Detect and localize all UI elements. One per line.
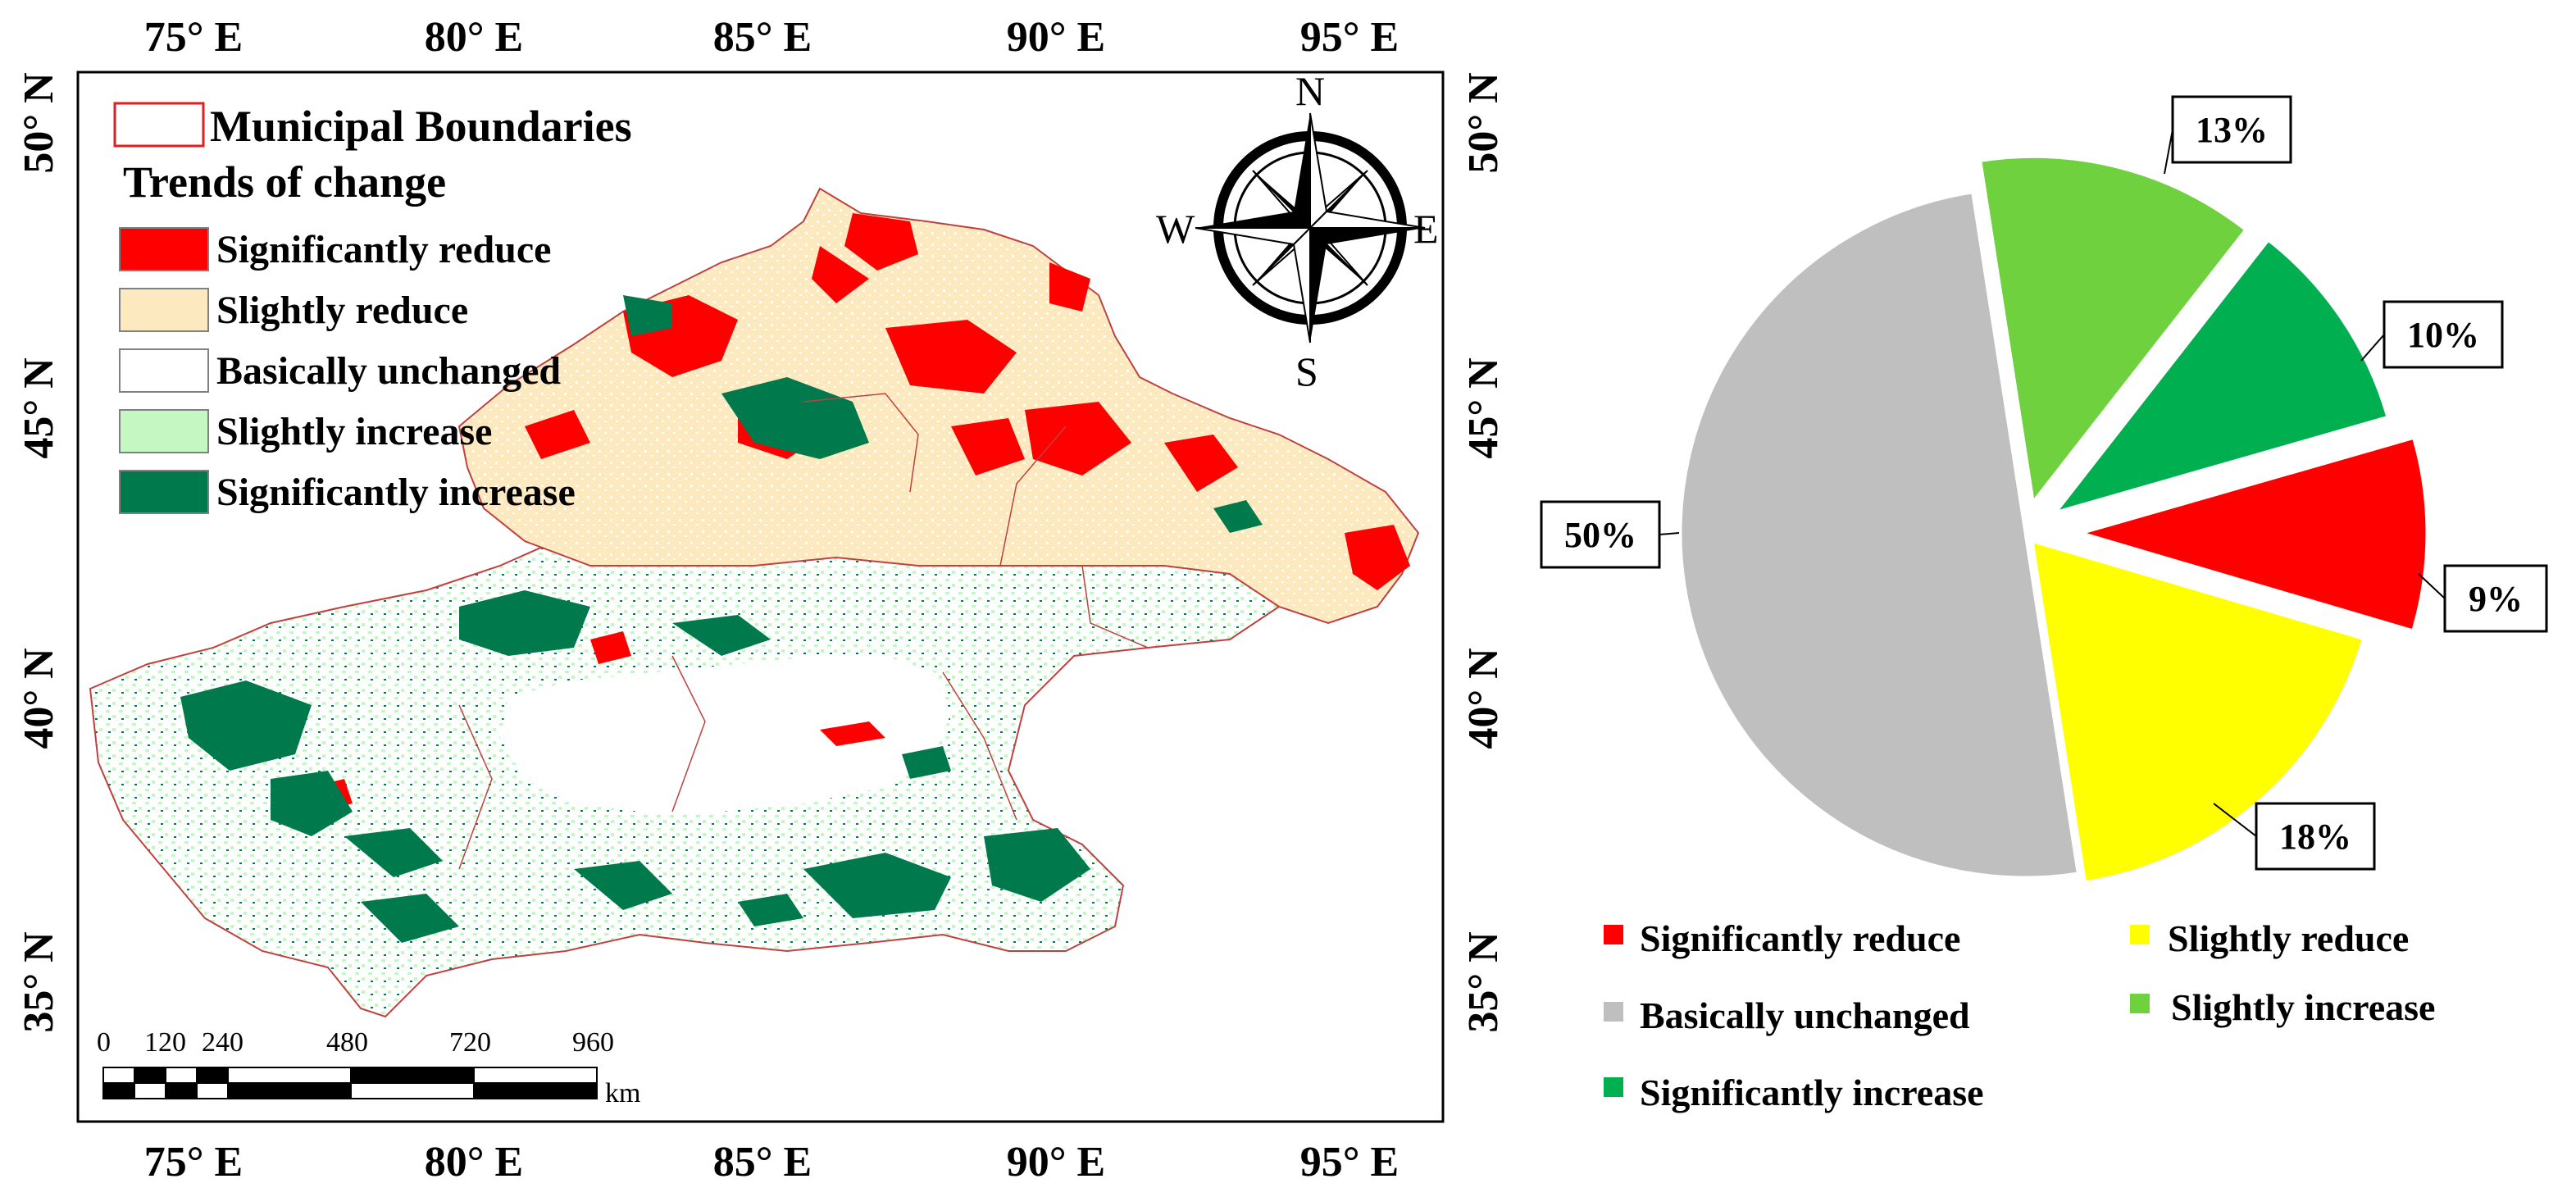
top-tick-75e: 75° E: [144, 14, 243, 61]
legend-swatch-significantly-reduce: [119, 227, 209, 271]
pie-slice-significantly-reduce: [2078, 436, 2428, 632]
compass-south-label: S: [1295, 348, 1318, 394]
bottom-tick-95e: 95° E: [1300, 1139, 1399, 1186]
legend-label-significantly-increase: Significantly increase: [216, 471, 576, 514]
left-tick-50n: 50° N: [16, 72, 62, 173]
pie-callouts: 9% 18% 50% 13% 10%: [1540, 95, 2548, 871]
compass-cardinal-points: [1195, 112, 1426, 344]
scale-tick-960: 960: [572, 1027, 614, 1058]
legend-swatch-basically-unchanged: [119, 348, 209, 393]
legend-swatch-significantly-increase: [119, 470, 209, 514]
pie-callout-slightly-reduce: 18%: [2213, 802, 2376, 871]
right-tick-40n: 40° N: [1460, 648, 1507, 749]
pie-legend-swatch-significantly-increase: [1604, 1077, 1623, 1097]
map-top-x-ticks: 75° E 80° E 85° E 90° E 95° E: [144, 14, 1399, 61]
northern-region: [457, 187, 1420, 625]
compass-west-label: W: [1156, 206, 1195, 252]
legend-swatch-slightly-reduce: [119, 288, 209, 332]
pie-callout-slightly-increase: 13%: [2164, 95, 2292, 175]
pie-slice-slightly-reduce: [2031, 539, 2364, 884]
callout-box: [2443, 564, 2548, 633]
right-tick-35n: 35° N: [1460, 931, 1507, 1032]
pie-slice-slightly-increase: [1979, 155, 2247, 504]
bottom-tick-90e: 90° E: [1007, 1139, 1105, 1186]
scale-bar: 0 120 240 480 720 960 km: [97, 1027, 640, 1108]
pie-legend-label-slightly-increase: Slightly increase: [2171, 986, 2435, 1028]
pie-data-label: 10%: [2407, 315, 2479, 355]
right-tick-50n: 50° N: [1460, 72, 1507, 173]
compass-rose: N S E W: [1156, 68, 1439, 394]
pie-legend-swatch-basically-unchanged: [1604, 1002, 1623, 1022]
scale-tick-240: 240: [202, 1027, 243, 1058]
callout-box: [2255, 802, 2376, 871]
legend-label-significantly-reduce: Significantly reduce: [216, 228, 551, 271]
pie-data-label: 50%: [1564, 515, 1636, 555]
map-left-y-ticks: 50° N 45° N 40° N 35° N: [16, 72, 62, 1032]
pie-callout-significantly-increase: 10%: [2360, 300, 2504, 369]
left-tick-40n: 40° N: [16, 648, 62, 749]
pie-legend-swatch-significantly-reduce: [1604, 925, 1623, 944]
pie-legend-swatch-slightly-reduce: [2130, 925, 2150, 944]
pie-data-label: 13%: [2196, 110, 2268, 150]
pie-data-label: 18%: [2279, 817, 2351, 857]
map-bottom-x-ticks: 75° E 80° E 85° E 90° E 95° E: [144, 1139, 1399, 1186]
right-tick-45n: 45° N: [1460, 357, 1507, 458]
study-region: [89, 187, 1420, 1018]
scale-tick-720: 720: [449, 1027, 491, 1058]
pie-callout-basically-unchanged: 50%: [1540, 500, 1680, 569]
callout-pointer: [1659, 532, 1680, 535]
pie-legend-label-slightly-reduce: Slightly reduce: [2168, 917, 2409, 959]
left-tick-35n: 35° N: [16, 931, 62, 1032]
scale-unit: km: [605, 1078, 640, 1108]
pie-legend-label-significantly-reduce: Significantly reduce: [1640, 917, 1960, 959]
inner-desert: [500, 656, 951, 812]
bottom-tick-85e: 85° E: [713, 1139, 812, 1186]
pie-slice-significantly-increase: [2053, 239, 2389, 514]
boundary-legend-swatch: [113, 102, 205, 148]
scale-tick-480: 480: [326, 1027, 368, 1058]
boundary-legend-label: Municipal Boundaries: [210, 102, 632, 151]
callout-pointer: [2164, 129, 2173, 175]
callout-box: [2383, 300, 2504, 369]
callout-pointer: [2360, 334, 2385, 362]
pie-callout-significantly-reduce: 9%: [2418, 564, 2548, 633]
trend-legend-title: Trends of change: [123, 157, 446, 207]
municipal-boundary-lines: [458, 393, 1149, 870]
legend-label-basically-unchanged: Basically unchanged: [216, 349, 561, 393]
callout-pointer: [2213, 803, 2257, 837]
map-panel: Municipal Boundaries Trends of change Si…: [16, 14, 1507, 1186]
callout-box: [1540, 500, 1661, 569]
pie-legend-label-significantly-increase: Significantly increase: [1640, 1072, 1984, 1113]
scale-tick-120: 120: [144, 1027, 186, 1058]
significant-increase-patches: [180, 295, 1263, 943]
left-tick-45n: 45° N: [16, 357, 62, 458]
pie-legend-label-basically-unchanged: Basically unchanged: [1640, 994, 1970, 1036]
legend-label-slightly-reduce: Slightly reduce: [216, 289, 468, 332]
callout-pointer: [2418, 573, 2446, 599]
top-tick-80e: 80° E: [425, 14, 523, 61]
bottom-tick-75e: 75° E: [144, 1139, 243, 1186]
pie-legend-swatch-slightly-increase: [2130, 994, 2150, 1013]
map-right-y-ticks: 50° N 45° N 40° N 35° N: [1460, 72, 1507, 1032]
pie-slice-basically-unchanged: [1679, 191, 2079, 879]
top-tick-90e: 90° E: [1007, 14, 1105, 61]
bottom-tick-80e: 80° E: [425, 1139, 523, 1186]
compass-north-label: N: [1295, 68, 1325, 114]
top-tick-95e: 95° E: [1300, 14, 1399, 61]
legend-swatch-slightly-increase: [119, 409, 209, 453]
pie-legend: Significantly reduce Slightly reduce Bas…: [1604, 917, 2435, 1113]
map-legend: Municipal Boundaries Trends of change Si…: [113, 102, 632, 514]
compass-east-label: E: [1413, 206, 1439, 252]
scale-bar-segments: [102, 1067, 598, 1099]
scale-tick-0: 0: [97, 1027, 111, 1058]
pie-data-label: 9%: [2469, 579, 2523, 619]
top-tick-85e: 85° E: [713, 14, 812, 61]
legend-label-slightly-increase: Slightly increase: [216, 410, 492, 453]
pie-chart: [1679, 155, 2428, 884]
